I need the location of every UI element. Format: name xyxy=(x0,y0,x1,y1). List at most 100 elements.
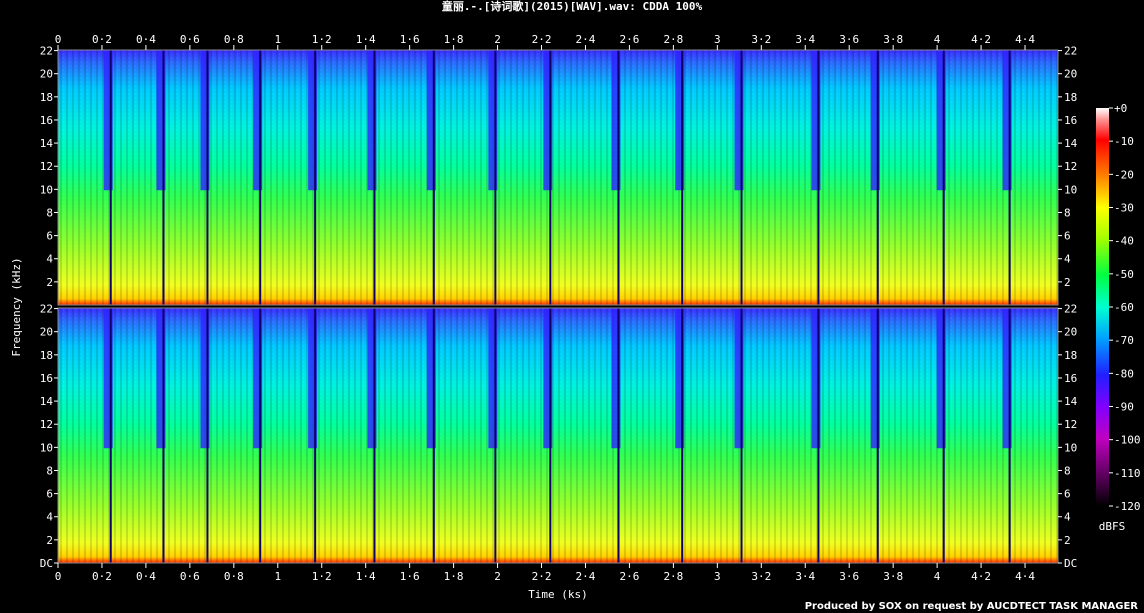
track-gap-fade xyxy=(543,308,553,449)
y-tick-label-left: 2 xyxy=(46,276,53,289)
track-gap-fade xyxy=(488,308,498,449)
y-tick-label-left: 16 xyxy=(40,372,53,385)
y-tick-label-right: 8 xyxy=(1064,206,1071,219)
y-tick-label-right: 4 xyxy=(1064,253,1071,266)
y-tick-label-left: 6 xyxy=(46,230,53,243)
colorbar-tick-label: -60 xyxy=(1114,301,1134,314)
track-gap-fade xyxy=(870,50,880,191)
x-tick-label-top: 1·2 xyxy=(312,33,332,46)
x-tick-label-top: 1·6 xyxy=(400,33,420,46)
x-tick-label-bottom: 2 xyxy=(494,570,501,583)
track-boundary-13 xyxy=(817,50,820,305)
track-gap-fade xyxy=(426,50,436,191)
y-tick-label-right: 20 xyxy=(1064,68,1077,81)
y-tick-label-left: 22 xyxy=(40,303,53,316)
y-tick-label-left: 18 xyxy=(40,91,53,104)
y-tick-label-left: 10 xyxy=(40,441,53,454)
x-tick-label-top: 4 xyxy=(934,33,941,46)
x-tick-label-top: 0·6 xyxy=(180,33,200,46)
y-tick-label-left: 4 xyxy=(46,253,53,266)
x-tick-label-bottom: 4 xyxy=(934,570,941,583)
y-tick-label-right: 12 xyxy=(1064,160,1077,173)
track-boundary-8 xyxy=(494,308,497,563)
y-tick-label-left: 8 xyxy=(46,206,53,219)
y-tick-label-right: 4 xyxy=(1064,511,1071,524)
track-boundary-2 xyxy=(162,50,165,305)
track-boundary-15 xyxy=(942,308,945,563)
track-boundary-8 xyxy=(494,50,497,305)
channel-2-frame xyxy=(57,307,1059,564)
track-boundary-4 xyxy=(259,308,262,563)
x-tick-label-top: 0·8 xyxy=(224,33,244,46)
track-boundary-3 xyxy=(206,50,209,305)
x-tick-label-bottom: 0·8 xyxy=(224,570,244,583)
track-gap-fade xyxy=(675,308,685,449)
track-boundary-13 xyxy=(817,308,820,563)
x-tick-label-top: 3·8 xyxy=(883,33,903,46)
y-tick-label-right: 2 xyxy=(1064,276,1071,289)
x-tick-label-top: 3·6 xyxy=(839,33,859,46)
x-tick-label-bottom: 3 xyxy=(714,570,721,583)
y-tick-label-right: 10 xyxy=(1064,441,1077,454)
y-tick-label-right: 16 xyxy=(1064,114,1077,127)
y-tick-label-right: 6 xyxy=(1064,488,1071,501)
track-boundary-10 xyxy=(617,308,620,563)
track-gap-fade xyxy=(253,308,263,449)
colorbar-tick-label: -120 xyxy=(1114,500,1141,513)
y-tick-label-right: 12 xyxy=(1064,418,1077,431)
x-axis-label: Time (ks) xyxy=(528,588,588,601)
track-boundary-10 xyxy=(617,50,620,305)
y-tick-label-right: 22 xyxy=(1064,303,1077,316)
x-tick-label-top: 4·4 xyxy=(1015,33,1035,46)
track-boundary-5 xyxy=(314,50,317,305)
colorbar-tick-label: -80 xyxy=(1114,367,1134,380)
x-tick-label-bottom: 4·4 xyxy=(1015,570,1035,583)
x-tick-label-top: 4·2 xyxy=(971,33,991,46)
x-tick-label-top: 0·2 xyxy=(92,33,112,46)
track-gap-fade xyxy=(936,50,946,191)
track-gap-fade xyxy=(156,50,166,191)
x-tick-label-bottom: 0·6 xyxy=(180,570,200,583)
x-tick-label-bottom: 2·6 xyxy=(619,570,639,583)
y-axis-label: Frequency (kHz) xyxy=(10,257,23,356)
track-boundary-16 xyxy=(1008,308,1011,563)
track-boundary-15 xyxy=(942,50,945,305)
colorbar-tick-label: -20 xyxy=(1114,168,1134,181)
track-boundary-12 xyxy=(740,50,743,305)
channel-1-texture xyxy=(58,50,1058,305)
colorbar-tick-label: -70 xyxy=(1114,334,1134,347)
track-boundary-12 xyxy=(740,308,743,563)
x-tick-label-bottom: 2·2 xyxy=(532,570,552,583)
track-gap-fade xyxy=(543,50,553,191)
y-tick-label-right: 16 xyxy=(1064,372,1077,385)
track-gap-fade xyxy=(675,50,685,191)
track-gap-fade xyxy=(103,50,113,191)
track-boundary-11 xyxy=(681,50,684,305)
track-boundary-6 xyxy=(373,50,376,305)
y-tick-label-right: 18 xyxy=(1064,91,1077,104)
y-tick-label-left: 20 xyxy=(40,68,53,81)
colorbar-tick-label: -40 xyxy=(1114,235,1134,248)
x-tick-label-top: 2·4 xyxy=(576,33,596,46)
track-gap-fade xyxy=(611,50,621,191)
track-boundary-1 xyxy=(109,50,112,305)
track-boundary-1 xyxy=(109,308,112,563)
x-tick-label-bottom: 3·6 xyxy=(839,570,859,583)
track-gap-fade xyxy=(488,50,498,191)
track-gap-fade xyxy=(1002,50,1012,191)
x-tick-label-top: 1·8 xyxy=(444,33,464,46)
colorbar-tick-label: -110 xyxy=(1114,467,1141,480)
x-tick-label-top: 2·2 xyxy=(532,33,552,46)
track-gap-fade xyxy=(870,308,880,449)
x-tick-label-bottom: 1·6 xyxy=(400,570,420,583)
x-tick-label-top: 3 xyxy=(714,33,721,46)
x-tick-label-bottom: 4·2 xyxy=(971,570,991,583)
x-tick-label-top: 2·8 xyxy=(663,33,683,46)
x-tick-label-bottom: 1 xyxy=(274,570,281,583)
y-tick-label-right: 14 xyxy=(1064,395,1078,408)
y-tick-label-left: 10 xyxy=(40,183,53,196)
track-boundary-4 xyxy=(259,50,262,305)
x-tick-label-top: 1·4 xyxy=(356,33,376,46)
x-tick-label-top: 2 xyxy=(494,33,501,46)
